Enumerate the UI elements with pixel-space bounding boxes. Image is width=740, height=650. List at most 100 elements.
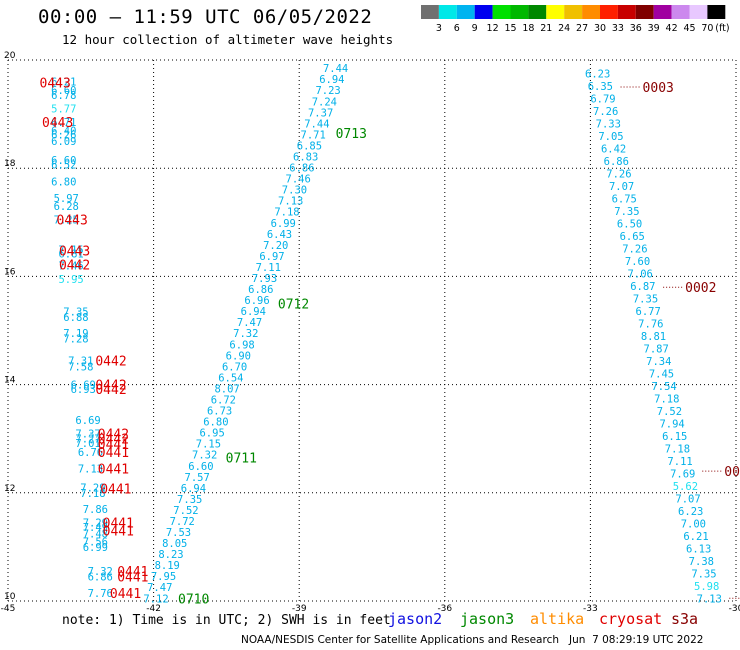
pass-time-label[interactable]: 0441 [98, 446, 129, 461]
wave-height-value[interactable]: 7.00 [681, 518, 706, 530]
wave-height-value[interactable]: 6.65 [620, 231, 645, 243]
wave-height-value[interactable]: 6.52 [51, 159, 76, 171]
wave-height-value[interactable]: 6.85 [297, 140, 322, 152]
wave-height-value[interactable]: 7.94 [659, 418, 684, 430]
wave-height-map[interactable]: -45-42-39-36-33-301012141618207.127.477.… [0, 0, 740, 612]
wave-height-value[interactable]: 7.44 [304, 118, 329, 130]
wave-height-value[interactable]: 7.05 [598, 131, 623, 143]
wave-height-value[interactable]: 7.54 [651, 381, 676, 393]
wave-height-value[interactable]: 6.75 [612, 193, 637, 205]
wave-height-value[interactable]: 5.77 [51, 104, 76, 116]
wave-height-value[interactable]: 7.07 [675, 493, 700, 505]
wave-height-value[interactable]: 6.94 [181, 483, 206, 495]
wave-height-value[interactable]: 6.77 [636, 306, 661, 318]
wave-height-value[interactable]: 6.88 [63, 312, 88, 324]
wave-height-value[interactable]: 7.35 [63, 307, 88, 319]
pass-time-label[interactable]: 0711 [226, 452, 257, 467]
wave-height-value[interactable]: 7.26 [622, 243, 647, 255]
wave-height-value[interactable]: 7.07 [609, 181, 634, 193]
wave-height-value[interactable]: 6.73 [207, 406, 232, 418]
wave-height-value[interactable]: 7.18 [654, 393, 679, 405]
pass-time-label[interactable]: 0441 [117, 565, 148, 580]
wave-height-value[interactable]: 7.34 [646, 356, 671, 368]
wave-height-value[interactable]: 6.42 [601, 143, 626, 155]
wave-height-value[interactable]: 7.27 [75, 434, 100, 446]
wave-height-value[interactable]: 6.21 [683, 531, 708, 543]
wave-height-value[interactable]: 7.53 [166, 527, 191, 539]
wave-height-value[interactable]: 6.60 [51, 85, 76, 97]
pass-time-label[interactable]: 0441 [98, 462, 129, 477]
wave-height-value[interactable]: 6.99 [83, 542, 108, 554]
wave-height-value[interactable]: 6.13 [686, 543, 711, 555]
wave-height-value[interactable]: 7.35 [633, 293, 658, 305]
wave-height-value[interactable]: 6.54 [218, 372, 243, 384]
wave-height-value[interactable]: 6.86 [88, 572, 113, 584]
wave-height-value[interactable]: 7.60 [625, 256, 650, 268]
wave-height-value[interactable]: 7.01 [75, 438, 100, 450]
wave-height-value[interactable]: 7.06 [628, 268, 653, 280]
wave-height-value[interactable]: 7.18 [274, 207, 299, 219]
wave-height-value[interactable]: 8.19 [155, 560, 180, 572]
wave-height-value[interactable]: 5.97 [54, 193, 79, 205]
wave-height-value[interactable]: 7.18 [80, 488, 105, 500]
wave-height-value[interactable]: 7.32 [88, 566, 113, 578]
wave-height-value[interactable]: 8.05 [162, 538, 187, 550]
wave-height-value[interactable]: 7.30 [282, 185, 307, 197]
pass-time-label[interactable]: 0441 [103, 525, 134, 540]
wave-height-value[interactable]: 8.81 [641, 331, 666, 343]
wave-height-value[interactable]: 7.35 [177, 494, 202, 506]
wave-height-value[interactable]: 7.45 [649, 368, 674, 380]
pass-time-label[interactable]: 0443 [59, 244, 90, 259]
wave-height-value[interactable]: 7.11 [667, 456, 692, 468]
wave-height-value[interactable]: 7.76 [638, 318, 663, 330]
wave-height-value[interactable]: 7.12 [143, 593, 168, 605]
wave-height-value[interactable]: 7.44 [323, 63, 348, 75]
wave-height-value[interactable]: 7.23 [315, 85, 340, 97]
wave-height-value[interactable]: 7.95 [151, 571, 176, 583]
wave-height-value[interactable]: 7.25 [54, 215, 79, 227]
wave-height-value[interactable]: 7.15 [58, 244, 83, 256]
wave-height-value[interactable]: 7.29 [83, 518, 108, 530]
wave-height-value[interactable]: 7.26 [606, 168, 631, 180]
wave-height-value[interactable]: 6.86 [248, 284, 273, 296]
pass-time-label[interactable]: 0002 [685, 281, 716, 296]
pass-time-label[interactable]: 0443 [40, 77, 71, 92]
wave-height-value[interactable]: 8.07 [214, 383, 239, 395]
wave-height-value[interactable]: 6.70 [222, 361, 247, 373]
pass-time-label[interactable]: 0442 [95, 354, 126, 369]
wave-height-value[interactable]: 6.40 [51, 125, 76, 137]
wave-height-value[interactable]: 6.87 [630, 281, 655, 293]
wave-height-value[interactable]: 6.86 [289, 163, 314, 175]
wave-height-value[interactable]: 6.26 [51, 130, 76, 142]
wave-height-value[interactable]: 7.13 [78, 463, 103, 475]
wave-height-value[interactable]: 6.60 [51, 155, 76, 167]
pass-time-label[interactable]: 0713 [336, 127, 367, 142]
wave-height-value[interactable]: 6.69 [71, 380, 96, 392]
pass-time-label[interactable]: 0003 [643, 81, 674, 96]
wave-height-value[interactable]: 6.50 [617, 218, 642, 230]
wave-height-value[interactable]: 7.71 [301, 129, 326, 141]
pass-time-label[interactable]: 0441 [103, 517, 134, 532]
pass-time-label[interactable]: 0442 [98, 427, 129, 442]
wave-height-value[interactable]: 6.72 [211, 394, 236, 406]
wave-height-value[interactable]: 7.15 [196, 439, 221, 451]
pass-time-label[interactable]: 0441 [100, 482, 131, 497]
wave-height-value[interactable]: 7.18 [665, 443, 690, 455]
wave-height-value[interactable]: 7.87 [644, 343, 669, 355]
wave-height-value[interactable]: 7.28 [63, 334, 88, 346]
wave-height-value[interactable]: 7.46 [286, 174, 311, 186]
wave-height-value[interactable]: 8.23 [158, 549, 183, 561]
wave-height-value[interactable]: 6.23 [678, 506, 703, 518]
wave-height-value[interactable]: 6.83 [293, 151, 318, 163]
wave-height-value[interactable]: 6.80 [51, 177, 76, 189]
wave-height-value[interactable]: 7.72 [170, 516, 195, 528]
wave-height-value[interactable]: 6.43 [267, 229, 292, 241]
wave-height-value[interactable]: 7.52 [173, 505, 198, 517]
wave-height-value[interactable]: 6.09 [51, 136, 76, 148]
wave-height-value[interactable]: 5.62 [673, 481, 698, 493]
wave-height-value[interactable]: 7.32 [233, 328, 258, 340]
wave-height-value[interactable]: 6.95 [199, 428, 224, 440]
wave-height-value[interactable]: 7.13 [697, 593, 722, 605]
wave-height-value[interactable]: 6.76 [78, 447, 103, 459]
wave-height-value[interactable]: 6.78 [51, 90, 76, 102]
